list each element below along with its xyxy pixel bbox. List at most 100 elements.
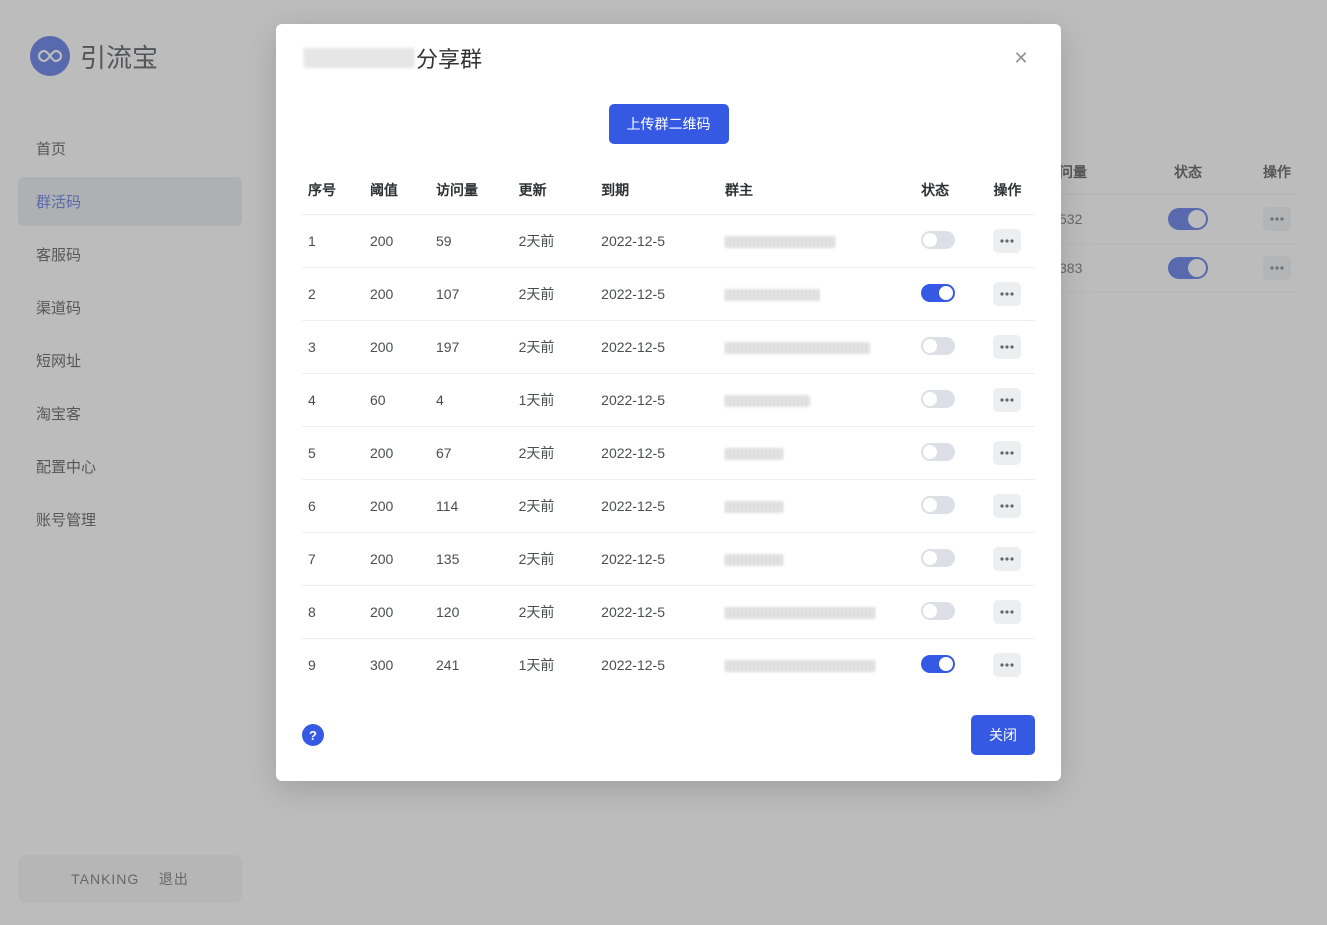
more-icon[interactable] [993,494,1021,518]
table-row: 72001352天前2022-12-5 [302,533,1035,586]
table-row: 62001142天前2022-12-5 [302,480,1035,533]
cell-update: 2天前 [513,533,596,586]
cell-expire: 2022-12-5 [595,268,719,321]
cell-threshold: 60 [364,374,430,427]
status-toggle[interactable] [921,496,955,514]
th-threshold: 阈值 [364,166,430,215]
more-icon[interactable] [993,335,1021,359]
cell-pv: 135 [430,533,513,586]
cell-owner [719,480,915,533]
cell-seq: 8 [302,586,364,639]
more-icon[interactable] [993,653,1021,677]
cell-ops [987,480,1035,533]
table-row: 1200592天前2022-12-5 [302,215,1035,268]
cell-expire: 2022-12-5 [595,533,719,586]
cell-pv: 120 [430,586,513,639]
more-icon[interactable] [993,229,1021,253]
status-toggle[interactable] [921,443,955,461]
help-icon[interactable]: ? [302,724,324,746]
cell-owner [719,321,915,374]
th-expire: 到期 [595,166,719,215]
status-toggle[interactable] [921,549,955,567]
status-toggle[interactable] [921,284,955,302]
close-icon[interactable]: ✕ [1009,46,1033,70]
cell-status [915,427,987,480]
cell-expire: 2022-12-5 [595,374,719,427]
cell-pv: 4 [430,374,513,427]
table-row: 46041天前2022-12-5 [302,374,1035,427]
cell-owner [719,639,915,692]
more-icon[interactable] [993,282,1021,306]
upload-qrcode-button[interactable]: 上传群二维码 [609,104,729,144]
cell-pv: 67 [430,427,513,480]
cell-update: 2天前 [513,480,596,533]
cell-status [915,268,987,321]
cell-seq: 3 [302,321,364,374]
owner-redacted [725,501,783,513]
cell-ops [987,533,1035,586]
owner-redacted [725,554,783,566]
cell-threshold: 200 [364,533,430,586]
cell-status [915,480,987,533]
cell-pv: 114 [430,480,513,533]
modal: 分享群 ✕ 上传群二维码 序号 阈值 访问量 更新 到期 群主 状态 [276,24,1061,781]
cell-pv: 197 [430,321,513,374]
cell-expire: 2022-12-5 [595,586,719,639]
cell-update: 2天前 [513,586,596,639]
th-status: 状态 [915,166,987,215]
cell-pv: 59 [430,215,513,268]
cell-threshold: 200 [364,215,430,268]
more-icon[interactable] [993,388,1021,412]
modal-title-redacted [304,48,414,68]
cell-update: 2天前 [513,268,596,321]
cell-pv: 241 [430,639,513,692]
more-icon[interactable] [993,547,1021,571]
cell-ops [987,374,1035,427]
status-toggle[interactable] [921,390,955,408]
cell-status [915,215,987,268]
cell-owner [719,586,915,639]
cell-owner [719,427,915,480]
cell-ops [987,321,1035,374]
cell-threshold: 200 [364,321,430,374]
status-toggle[interactable] [921,655,955,673]
status-toggle[interactable] [921,602,955,620]
th-pv: 访问量 [430,166,513,215]
cell-seq: 2 [302,268,364,321]
cell-threshold: 300 [364,639,430,692]
cell-expire: 2022-12-5 [595,215,719,268]
cell-ops [987,639,1035,692]
cell-status [915,533,987,586]
status-toggle[interactable] [921,337,955,355]
table-row: 82001202天前2022-12-5 [302,586,1035,639]
table-row: 5200672天前2022-12-5 [302,427,1035,480]
cell-seq: 5 [302,427,364,480]
cell-expire: 2022-12-5 [595,427,719,480]
cell-threshold: 200 [364,586,430,639]
cell-update: 2天前 [513,215,596,268]
status-toggle[interactable] [921,231,955,249]
cell-ops [987,586,1035,639]
owner-redacted [725,395,810,407]
group-table: 序号 阈值 访问量 更新 到期 群主 状态 操作 1200592天前2022-1… [302,166,1035,691]
cell-update: 2天前 [513,427,596,480]
modal-body: 上传群二维码 序号 阈值 访问量 更新 到期 群主 状态 操作 1200592天… [276,74,1061,701]
owner-redacted [725,236,835,248]
owner-redacted [725,342,870,354]
cell-ops [987,215,1035,268]
close-button[interactable]: 关闭 [971,715,1035,755]
cell-status [915,374,987,427]
modal-footer: ? 关闭 [276,701,1061,781]
more-icon[interactable] [993,441,1021,465]
cell-threshold: 200 [364,480,430,533]
th-owner: 群主 [719,166,915,215]
cell-threshold: 200 [364,427,430,480]
th-ops: 操作 [987,166,1035,215]
table-row: 32001972天前2022-12-5 [302,321,1035,374]
cell-seq: 6 [302,480,364,533]
owner-redacted [725,448,783,460]
th-seq: 序号 [302,166,364,215]
cell-seq: 7 [302,533,364,586]
more-icon[interactable] [993,600,1021,624]
cell-owner [719,374,915,427]
